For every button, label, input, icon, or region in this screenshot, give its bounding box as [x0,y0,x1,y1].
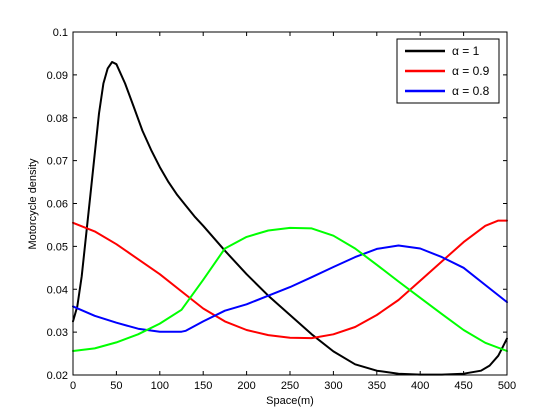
series-line-4 [72,226,508,352]
x-tick-label: 200 [237,380,255,392]
x-tick-label: 0 [70,380,76,392]
series-line-1 [72,61,508,376]
x-tick-label: 300 [324,380,342,392]
x-tick-label: 100 [151,380,169,392]
series-line-2 [72,219,508,340]
legend: α = 1 α = 0.9 α = 0.8 [396,38,500,104]
x-tick-label: 50 [110,380,122,392]
x-tick-label: 350 [368,380,386,392]
series-line-3 [72,244,508,333]
axes-layer: 0 50 100 150 200 250 300 350 400 450 500 0.02 0.03 0.… [47,27,517,392]
x-tick-label: 500 [498,380,516,392]
x-axis-label: Space(m) [266,395,314,407]
y-tick-label: 0.1 [53,27,68,39]
y-tick-label: 0.05 [47,241,68,253]
legend-entry-label: α = 0.9 [452,64,490,78]
y-tick-label: 0.03 [47,327,68,339]
legend-entry-label: α = 0.8 [452,84,490,98]
y-tick-label: 0.02 [47,370,68,382]
y-tick-label: 0.06 [47,199,68,211]
y-tick-label: 0.07 [47,156,68,168]
y-tick-label: 0.04 [47,284,68,296]
x-tick-label: 150 [194,380,212,392]
y-tick-label: 0.09 [47,70,68,82]
y-axis-label: Motorcycle density [27,158,39,250]
series-layer [72,61,508,376]
y-tick-label: 0.08 [47,113,68,125]
x-tick-label: 400 [411,380,429,392]
legend-entry-label: α = 1 [452,44,480,58]
x-tick-label: 250 [281,380,299,392]
x-tick-label: 450 [454,380,472,392]
